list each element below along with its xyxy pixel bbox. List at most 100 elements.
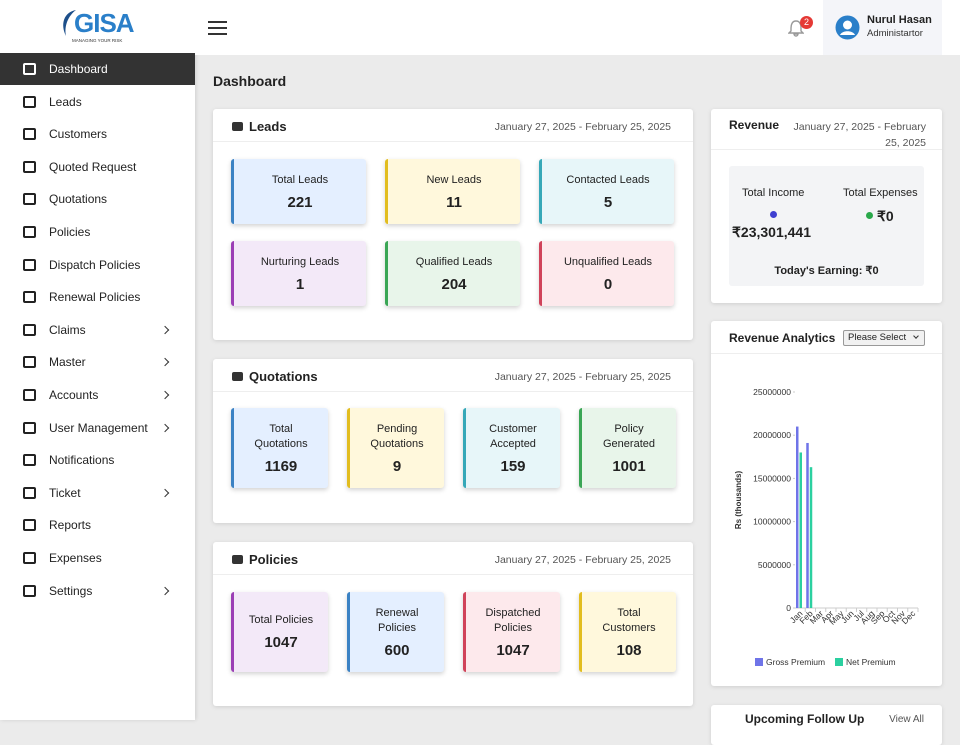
- nav-label: User Management: [49, 420, 148, 435]
- nav-item[interactable]: Quoted Request: [0, 151, 195, 183]
- title-icon: [232, 372, 243, 381]
- bar: [799, 452, 802, 608]
- nav-item[interactable]: Master: [0, 346, 195, 378]
- nav-icon: [23, 160, 36, 173]
- nav-icon: [23, 454, 36, 467]
- card-label: Dispatched Policies: [485, 606, 541, 634]
- nav-label: Customers: [49, 127, 108, 142]
- title-icon: [232, 122, 243, 131]
- stat-card: Total Leads 221: [231, 159, 366, 224]
- period-select[interactable]: Please Select: [843, 330, 925, 346]
- select-text: Please Select: [848, 332, 907, 343]
- nav-item[interactable]: Accounts: [0, 379, 195, 411]
- submenu-chevron: [160, 325, 170, 335]
- nav-item[interactable]: User Management: [0, 412, 195, 444]
- y-tick-label: 20000000: [753, 430, 791, 440]
- revenue-panel: Revenue January 27, 2025 - February 25, …: [711, 109, 942, 303]
- date-range[interactable]: January 27, 2025 - February 25, 2025: [494, 121, 671, 133]
- y-tick-label: 25000000: [753, 387, 791, 397]
- nav-label: Settings: [49, 583, 93, 598]
- revenue-analytics-panel: Revenue Analytics Please Select 0 5000000…: [711, 321, 942, 686]
- logo-text: GISA: [74, 8, 135, 38]
- card-value: 221: [287, 193, 313, 211]
- stat-card: Total Quotations 1169: [231, 408, 328, 488]
- logo-tagline: MANAGING YOUR RISK: [72, 38, 123, 43]
- panel-title: Quotations: [249, 369, 318, 384]
- panel-title: Leads: [249, 119, 287, 134]
- policies-panel: Policies January 27, 2025 - February 25, …: [213, 542, 693, 706]
- stat-card: Dispatched Policies 1047: [463, 592, 560, 672]
- nav-item[interactable]: Policies: [0, 216, 195, 248]
- card-value: 1001: [612, 457, 646, 475]
- card-value: 108: [616, 641, 642, 659]
- nav-label: Dispatch Policies: [49, 257, 141, 272]
- nav-icon: [23, 389, 36, 401]
- revenue-summary: Total Income ₹23,301,441 Total Expenses …: [729, 166, 924, 286]
- nav-label: Dashboard: [49, 62, 108, 76]
- menu-toggle[interactable]: [208, 20, 228, 36]
- nav-label: Claims: [49, 322, 86, 337]
- legend-swatch: [755, 658, 763, 666]
- nav-item[interactable]: Expenses: [0, 542, 195, 574]
- stat-card: Renewal Policies 600: [347, 592, 444, 672]
- expenses-dot: [866, 212, 873, 219]
- card-label: Pending Quotations: [370, 422, 424, 450]
- bar: [806, 442, 809, 608]
- card-value: 9: [392, 457, 402, 475]
- nav-label: Renewal Policies: [49, 290, 141, 305]
- submenu-chevron: [160, 586, 170, 595]
- card-label: Total Leads: [271, 173, 329, 186]
- legend-label: Net Premium: [846, 657, 896, 667]
- nav-label: Policies: [49, 225, 91, 239]
- logo: GISA MANAGING YOUR RISK: [58, 6, 148, 48]
- submenu-chevron: [160, 423, 170, 432]
- nav-item[interactable]: Dashboard: [0, 53, 195, 85]
- date-range[interactable]: January 27, 2025 - February 25, 2025: [494, 554, 671, 566]
- nav-item[interactable]: Reports: [0, 509, 195, 541]
- stat-card: Customer Accepted 159: [463, 408, 560, 488]
- upcoming-panel: Upcoming Follow Up View All: [711, 705, 942, 745]
- nav-icon: [23, 95, 36, 108]
- income-value: ₹23,301,441: [732, 224, 811, 240]
- nav-icon: [23, 486, 36, 499]
- user-menu[interactable]: Nurul Hasan Administartor: [823, 0, 942, 55]
- notification-bell[interactable]: [788, 19, 804, 37]
- nav-item[interactable]: Dispatch Policies: [0, 249, 195, 281]
- card-label: Total Customers: [602, 606, 656, 634]
- card-value: 5: [603, 193, 613, 211]
- stat-card: Nurturing Leads 1: [231, 241, 366, 306]
- date-range[interactable]: January 27, 2025 - February 25, 2025: [793, 121, 927, 149]
- nav-icon: [23, 193, 36, 206]
- stat-card: Total Policies 1047: [231, 592, 328, 672]
- divider: [213, 391, 693, 392]
- y-tick-label: 0: [786, 603, 791, 613]
- submenu-chevron: [160, 390, 170, 400]
- page-title: Dashboard: [213, 73, 287, 89]
- nav-item[interactable]: Renewal Policies: [0, 281, 195, 313]
- nav-item[interactable]: Claims: [0, 314, 195, 346]
- nav-label: Reports: [49, 518, 92, 533]
- nav-item[interactable]: Settings: [0, 575, 195, 607]
- card-label: Total Quotations: [254, 422, 308, 450]
- nav-item[interactable]: Customers: [0, 118, 195, 150]
- divider: [213, 141, 693, 142]
- income-label: Total Income: [742, 187, 805, 199]
- card-value: 1169: [264, 457, 298, 475]
- stat-card: New Leads 11: [385, 159, 520, 224]
- card-label: Qualified Leads: [415, 255, 493, 268]
- date-range[interactable]: January 27, 2025 - February 25, 2025: [494, 371, 671, 383]
- card-label: New Leads: [426, 173, 482, 186]
- nav-item[interactable]: Quotations: [0, 183, 195, 215]
- nav-item[interactable]: Leads: [0, 86, 195, 118]
- todays-earning: Today's Earning: ₹0: [774, 265, 879, 277]
- submenu-chevron: [160, 488, 170, 498]
- nav-icon: [23, 258, 36, 271]
- card-value: 0: [603, 275, 613, 293]
- x-tick-label: Dec: [900, 608, 918, 626]
- panel-title: Revenue: [729, 118, 780, 132]
- nav-item[interactable]: Notifications: [0, 444, 195, 476]
- stat-card: Policy Generated 1001: [579, 408, 676, 488]
- nav-item[interactable]: Ticket: [0, 477, 195, 509]
- panel-title: Policies: [249, 552, 299, 567]
